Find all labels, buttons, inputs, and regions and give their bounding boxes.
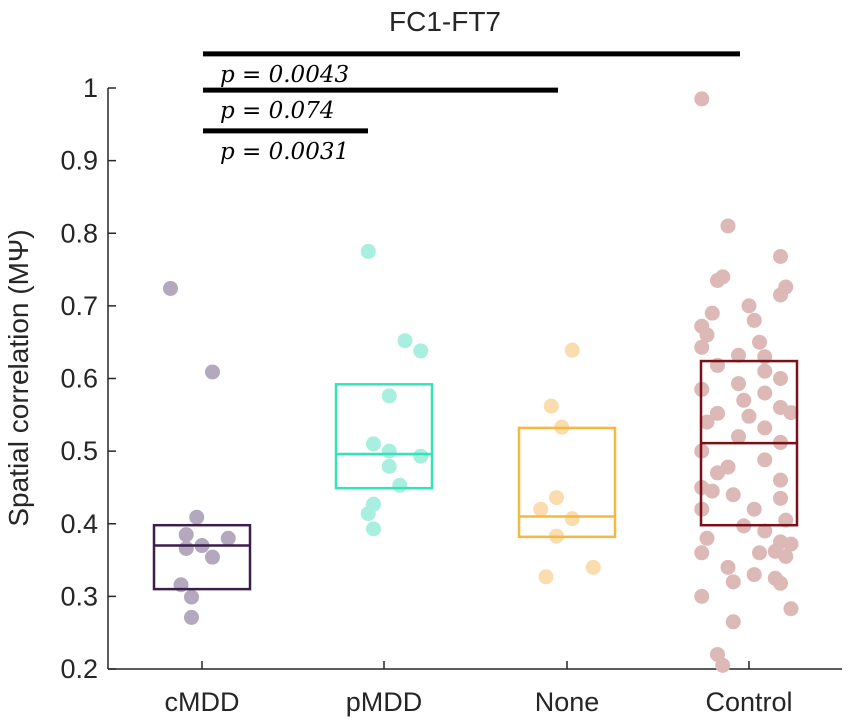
data-point bbox=[778, 548, 794, 564]
data-point bbox=[757, 363, 773, 379]
data-point bbox=[178, 527, 194, 543]
data-point bbox=[699, 414, 715, 430]
x-tick-label: None bbox=[535, 687, 600, 717]
x-tick-label: Control bbox=[705, 687, 792, 717]
data-point bbox=[189, 509, 205, 525]
data-point bbox=[741, 408, 757, 424]
chart-title: FC1-FT7 bbox=[389, 6, 501, 37]
data-point bbox=[783, 601, 799, 617]
data-point bbox=[725, 574, 741, 590]
data-point bbox=[694, 339, 710, 355]
data-point bbox=[720, 218, 736, 234]
data-point bbox=[746, 501, 762, 517]
y-tick-label: 0.8 bbox=[60, 218, 98, 248]
data-point bbox=[413, 448, 429, 464]
data-point bbox=[773, 575, 788, 591]
y-tick-label: 0.4 bbox=[60, 509, 98, 539]
data-point bbox=[710, 405, 725, 421]
data-points bbox=[163, 91, 799, 673]
box-iqr bbox=[152, 523, 252, 591]
data-point bbox=[366, 436, 381, 452]
x-tick-label: pMDD bbox=[346, 687, 423, 717]
data-point bbox=[757, 385, 773, 401]
y-axis-label: Spatial correlation (MΨ) bbox=[3, 229, 34, 526]
y-tick-label: 0.9 bbox=[60, 146, 98, 176]
data-point bbox=[381, 443, 397, 459]
data-point bbox=[538, 569, 554, 585]
significance-label: p = 0.0031 bbox=[220, 139, 349, 165]
data-point bbox=[715, 657, 731, 673]
data-point bbox=[549, 490, 564, 506]
data-point bbox=[736, 392, 752, 408]
data-point bbox=[694, 588, 710, 604]
data-point bbox=[773, 472, 788, 488]
significance-label: p = 0.0043 bbox=[220, 62, 349, 88]
data-point bbox=[783, 536, 799, 552]
data-point bbox=[746, 567, 762, 583]
data-point bbox=[699, 327, 715, 343]
box-iqr bbox=[334, 383, 434, 490]
data-point bbox=[205, 549, 220, 565]
box-iqr bbox=[517, 426, 617, 539]
data-point bbox=[752, 334, 767, 350]
data-point bbox=[163, 280, 178, 296]
data-point bbox=[731, 429, 746, 445]
data-point bbox=[381, 388, 397, 404]
y-tick-label: 0.7 bbox=[60, 291, 98, 321]
data-point bbox=[694, 545, 710, 561]
data-point bbox=[783, 405, 799, 421]
data-point bbox=[366, 521, 381, 537]
data-point bbox=[694, 91, 710, 107]
data-point bbox=[752, 545, 767, 561]
data-point bbox=[741, 298, 757, 314]
data-point bbox=[725, 614, 741, 630]
data-point bbox=[360, 506, 376, 522]
data-point bbox=[731, 347, 746, 363]
data-point bbox=[413, 343, 429, 359]
data-point bbox=[773, 371, 788, 386]
data-point bbox=[585, 559, 601, 575]
data-point bbox=[720, 559, 736, 575]
data-point bbox=[725, 487, 741, 503]
data-point bbox=[757, 420, 773, 436]
y-tick-label: 0.2 bbox=[60, 654, 98, 684]
data-point bbox=[205, 364, 220, 380]
data-point bbox=[704, 305, 720, 321]
y-tick-label: 1 bbox=[83, 73, 98, 103]
data-point bbox=[699, 530, 715, 546]
data-point bbox=[184, 609, 199, 625]
significance-label: p = 0.074 bbox=[220, 98, 334, 124]
data-point bbox=[773, 287, 788, 303]
y-tick-label: 0.6 bbox=[60, 364, 98, 394]
data-point bbox=[773, 490, 788, 506]
data-point bbox=[360, 243, 376, 259]
data-point bbox=[757, 452, 773, 468]
data-point bbox=[543, 398, 559, 414]
data-point bbox=[710, 272, 725, 288]
data-point bbox=[746, 312, 762, 328]
data-point bbox=[704, 483, 720, 499]
x-tick-label: cMDD bbox=[165, 687, 240, 717]
data-point bbox=[778, 512, 794, 528]
data-point bbox=[392, 477, 408, 493]
significance-bars: p = 0.0043 p = 0.074 p = 0.0031 bbox=[203, 51, 740, 165]
data-point bbox=[178, 540, 194, 556]
y-tick-label: 0.3 bbox=[60, 581, 98, 611]
data-point bbox=[397, 333, 413, 349]
data-point bbox=[710, 465, 725, 481]
axes: 0.2 0.3 0.4 0.5 0.6 0.7 0.8 0.9 1 cMDD pMDD None Con… bbox=[60, 73, 842, 717]
box-plots bbox=[152, 359, 799, 591]
data-point bbox=[564, 511, 580, 527]
data-point bbox=[731, 376, 746, 392]
data-point bbox=[533, 501, 549, 517]
data-point bbox=[757, 523, 773, 539]
data-point bbox=[184, 589, 199, 605]
data-point bbox=[381, 458, 397, 474]
y-tick-label: 0.5 bbox=[60, 436, 98, 466]
data-point bbox=[773, 248, 788, 264]
data-point bbox=[564, 342, 580, 358]
data-point bbox=[220, 530, 236, 546]
